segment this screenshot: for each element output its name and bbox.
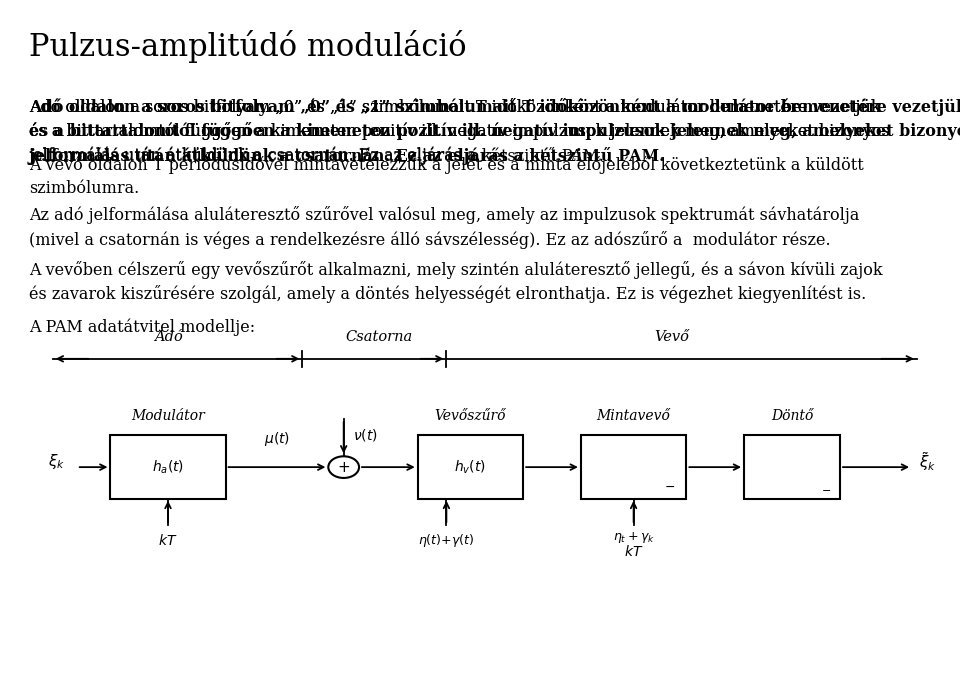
Text: Döntő: Döntő	[771, 409, 813, 422]
Text: Vevő: Vevő	[655, 330, 689, 344]
Text: Vevőszűrő: Vevőszűrő	[435, 409, 506, 422]
Text: $h_v(t)$: $h_v(t)$	[454, 458, 487, 476]
Text: Az adó jelformálása aluláteresztő szűrővel valósul meg, amely az impulzusok spek: Az adó jelformálása aluláteresztő szűrőv…	[29, 206, 859, 248]
Text: $\mu(t)$: $\mu(t)$	[264, 430, 290, 448]
Text: Mintavevő: Mintavevő	[597, 409, 670, 422]
Text: Adó oldalon a soros bitfolyam „0” és „1” szimbólumait T időközönként a modulátor: Adó oldalon a soros bitfolyam „0” és „1”…	[29, 98, 890, 164]
Text: $\eta(t){+}\gamma(t)$: $\eta(t){+}\gamma(t)$	[419, 532, 474, 549]
Text: Modulátor: Modulátor	[132, 409, 204, 422]
Text: Pulzus-amplitúdó moduláció: Pulzus-amplitúdó moduláció	[29, 30, 467, 64]
Text: A PAM adatátvitel modellje:: A PAM adatátvitel modellje:	[29, 318, 255, 336]
Text: $\xi_k$: $\xi_k$	[48, 452, 65, 471]
Text: $\nu(t)$: $\nu(t)$	[353, 427, 378, 443]
Text: Csatorna: Csatorna	[346, 330, 413, 344]
Text: $h_a(t)$: $h_a(t)$	[152, 458, 184, 476]
Text: Adó oldalon a soros bitfolyam „0” és „1” szimbólumait T időközönként a modulátor: Adó oldalon a soros bitfolyam „0” és „1”…	[29, 98, 890, 165]
Text: $-$: $-$	[663, 479, 675, 493]
Text: Adó: Adó	[154, 330, 182, 344]
Text: $+$: $+$	[337, 460, 350, 475]
Text: $kT$: $kT$	[158, 533, 178, 548]
Text: A vevőben célszerű egy vevőszűrőt alkalmazni, mely szintén aluláteresztő jellegű: A vevőben célszerű egy vevőszűrőt alkalm…	[29, 261, 882, 303]
Text: Adó oldalon a soros bitfolyam „0” és „1” szimbólumait T időközönként a modulátor: Adó oldalon a soros bitfolyam „0” és „1”…	[29, 98, 960, 165]
Text: A vevő oldalon T periódusidővel mintavételezzük a jelet és a minta előjeléből kö: A vevő oldalon T periódusidővel mintavét…	[29, 156, 864, 196]
Text: $\tilde{\xi}_k$: $\tilde{\xi}_k$	[919, 450, 936, 473]
Text: $kT$: $kT$	[624, 544, 643, 559]
Text: $-$: $-$	[821, 484, 830, 494]
Text: $\eta_t + \gamma_k$: $\eta_t + \gamma_k$	[612, 531, 655, 546]
